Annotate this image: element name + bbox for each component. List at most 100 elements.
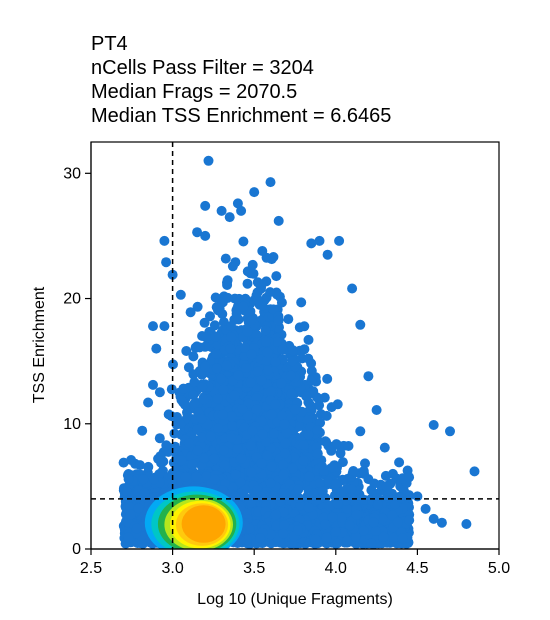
data-point [275,496,286,507]
data-point [293,493,304,503]
data-point [251,404,262,415]
title-line-1: PT4 [91,33,128,55]
data-point [342,535,352,546]
data-point [192,301,203,312]
data-point [330,526,341,537]
data-point [176,455,187,466]
data-point [273,322,284,333]
chart-title: PT4 nCells Pass Filter = 3204 Median Fra… [91,33,391,127]
data-point [332,538,343,549]
data-point [306,365,317,376]
data-point [310,534,321,545]
title-line-3: Median Frags = 2070.5 [91,81,297,103]
data-point [222,292,233,303]
data-point [387,510,398,521]
data-point [192,445,203,456]
data-point [394,457,405,468]
data-point [225,343,236,354]
data-point [296,297,307,308]
data-point [344,520,355,531]
data-point [244,523,255,534]
data-point [278,528,289,539]
data-point [277,488,288,499]
data-point [265,478,276,489]
data-point [381,481,392,491]
data-point [360,458,370,469]
data-point [321,410,332,421]
data-point [256,375,267,386]
data-point [303,429,314,440]
data-point [294,421,305,432]
data-point [342,503,353,514]
data-point [221,360,232,371]
data-point [366,538,377,549]
data-point [246,349,257,360]
data-point [252,277,263,288]
data-point [283,314,294,325]
data-point [253,295,264,306]
data-point [218,445,229,456]
data-point [280,438,291,449]
data-point [256,458,267,469]
data-point [320,436,331,447]
data-point [276,297,287,308]
data-point [238,236,249,247]
data-point [265,386,276,397]
title-line-4: Median TSS Enrichment = 6.6465 [91,105,391,127]
data-point [211,348,222,359]
data-point [319,392,330,403]
data-point [252,287,263,298]
data-point [232,443,243,454]
data-point [219,460,230,471]
data-point [185,307,196,318]
data-point [270,509,281,520]
data-point [293,484,304,495]
data-point [253,506,264,517]
data-point [233,370,244,381]
data-point [197,432,207,443]
data-point [212,393,223,404]
data-point [238,301,249,312]
data-point [213,423,224,434]
data-point [245,377,256,388]
data-point [201,332,212,343]
data-point [194,342,205,353]
data-point [303,502,314,513]
data-point [277,459,288,470]
data-point [260,325,271,336]
data-point [327,462,338,473]
data-point [246,315,257,326]
data-point [285,370,296,381]
data-point [327,512,338,523]
data-point [210,292,221,303]
data-point [154,433,165,444]
data-point [322,373,333,384]
data-point [233,314,244,325]
data-point [168,359,178,370]
data-point [290,404,301,415]
data-point [303,334,314,345]
data-point [312,494,323,505]
data-point [252,366,263,377]
data-point [265,287,276,298]
data-point [262,450,273,461]
data-point [227,420,238,431]
data-point [377,513,388,524]
data-point [205,431,216,442]
data-point [197,382,208,393]
data-point [246,497,257,508]
title-line-2: nCells Pass Filter = 3204 [91,57,314,79]
data-point [154,387,165,398]
data-point [187,459,198,470]
data-point [332,399,343,410]
data-point [166,384,177,395]
data-point [226,332,237,342]
data-point [236,453,247,464]
data-point [336,512,347,523]
data-point [226,432,237,443]
data-point [247,425,258,436]
data-point [245,306,256,317]
data-point [217,409,228,420]
data-point [404,472,415,483]
